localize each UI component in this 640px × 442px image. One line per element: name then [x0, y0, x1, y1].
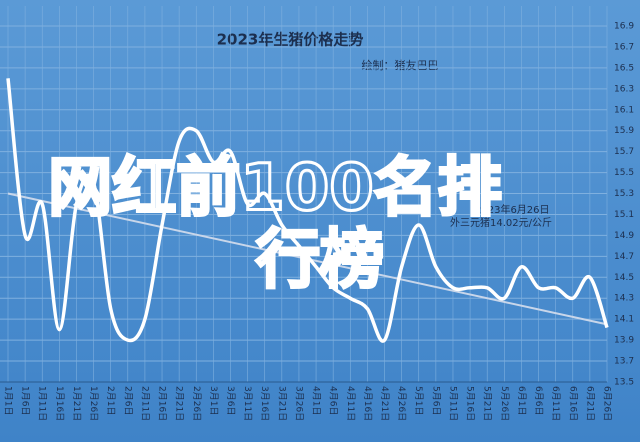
x-tick-label: 3月16日: [259, 386, 270, 421]
y-tick-label: 16.1: [614, 105, 634, 115]
x-tick-label: 2月16日: [157, 386, 168, 421]
x-tick-label: 2月11日: [139, 386, 150, 421]
x-tick-label: 6月6日: [533, 386, 544, 415]
y-tick-label: 14.5: [614, 273, 634, 283]
x-tick-label: 4月1日: [311, 386, 322, 415]
x-tick-label: 1月16日: [54, 386, 65, 421]
y-tick-label: 13.5: [614, 378, 634, 388]
annotation: 2023年6月26日: [475, 203, 550, 216]
y-tick-label: 16.5: [614, 63, 634, 73]
x-tick-label: 3月21日: [276, 386, 287, 421]
y-tick-label: 15.3: [614, 189, 634, 199]
y-tick-label: 14.7: [614, 252, 634, 262]
x-tick-label: 4月21日: [379, 386, 390, 421]
y-tick-label: 13.7: [614, 357, 634, 367]
y-tick-label: 14.3: [614, 294, 634, 304]
x-tick-label: 2月26日: [191, 386, 202, 421]
x-tick-label: 4月16日: [362, 386, 373, 421]
price-line: [6, 78, 609, 343]
y-tick-label: 15.9: [614, 126, 634, 136]
x-tick-label: 2月6日: [122, 386, 133, 415]
x-tick-label: 5月21日: [482, 386, 493, 421]
x-tick-label: 6月16日: [567, 386, 578, 421]
x-tick-label: 3月11日: [242, 386, 253, 421]
y-tick-label: 16.7: [614, 42, 634, 52]
x-tick-label: 3月1日: [208, 386, 219, 415]
x-tick-label: 4月11日: [345, 386, 356, 421]
x-tick-label: 2月1日: [105, 386, 116, 415]
x-tick-label: 5月11日: [447, 386, 458, 421]
x-tick-label: 6月26日: [602, 386, 613, 421]
y-tick-label: 16.9: [614, 22, 634, 32]
x-tick-label: 5月6日: [430, 386, 441, 415]
x-tick-label: 2月21日: [174, 386, 185, 421]
y-tick-label: 16.3: [614, 84, 634, 94]
x-tick-label: 5月16日: [465, 386, 476, 421]
y-tick-label: 15.5: [614, 168, 634, 178]
chart-title: 2023年生猪价格走势: [217, 31, 364, 49]
x-tick-label: 1月1日: [3, 386, 14, 415]
subtitle: 绘制：猪友巴巴: [362, 58, 439, 72]
x-tick-label: 3月26日: [293, 386, 304, 421]
x-tick-label: 1月11日: [37, 386, 48, 421]
x-tick-label: 1月26日: [88, 386, 99, 421]
x-tick-label: 6月21日: [584, 386, 595, 421]
y-tick-label: 13.9: [614, 336, 634, 346]
x-tick-label: 4月6日: [328, 386, 339, 415]
x-tick-label: 1月6日: [20, 386, 31, 415]
watermark: 行榜: [256, 224, 384, 298]
y-tick-label: 15.1: [614, 210, 634, 220]
x-tick-label: 6月11日: [550, 386, 561, 421]
x-tick-label: 6月1日: [516, 386, 527, 415]
x-tick-label: 1月21日: [71, 386, 82, 421]
x-tick-label: 5月26日: [499, 386, 510, 421]
x-tick-label: 5月1日: [413, 386, 424, 415]
y-tick-label: 15.7: [614, 147, 634, 157]
x-tick-label: 3月6日: [225, 386, 236, 415]
watermark: 网红前100名排: [48, 152, 502, 226]
y-tick-label: 14.1: [614, 315, 634, 325]
annotation: 外三元猪14.02元/公斤: [450, 217, 552, 229]
y-tick-label: 14.9: [614, 231, 634, 241]
x-tick-label: 4月26日: [396, 386, 407, 421]
